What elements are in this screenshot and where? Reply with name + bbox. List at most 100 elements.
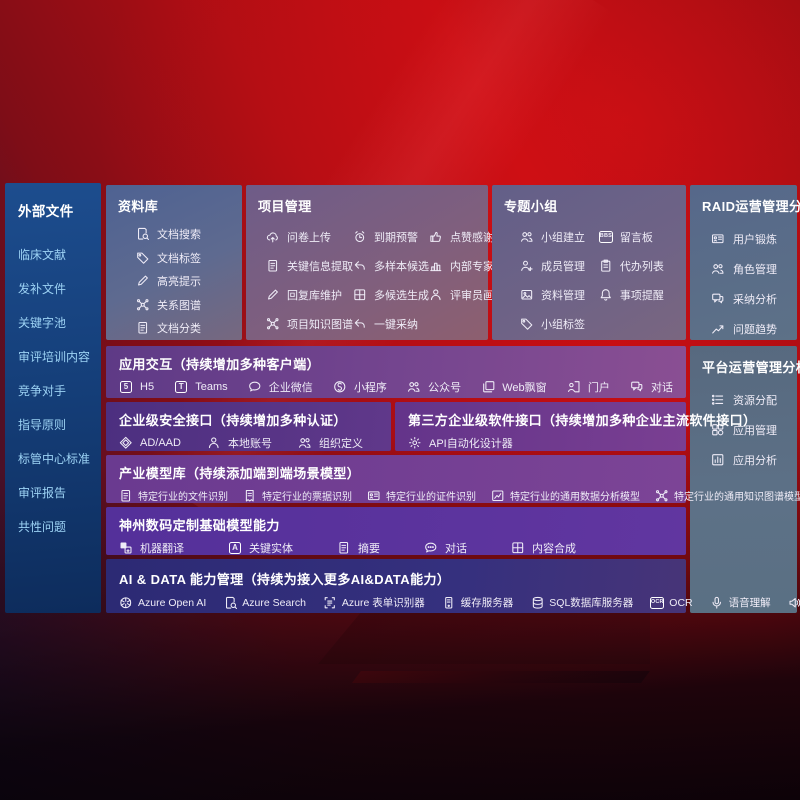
panel-item[interactable]: 关键信息提取 [266, 258, 353, 274]
panel-item[interactable]: 多样本候选 [353, 258, 429, 274]
row-item[interactable]: 公众号 [407, 379, 461, 395]
sql-server-icon [530, 596, 544, 610]
row-item[interactable]: T Teams [174, 380, 228, 394]
row-item[interactable]: 本地账号 [207, 435, 272, 451]
panel-item[interactable]: 多候选生成 [353, 287, 429, 303]
sidebar-item[interactable]: 共性问题 [18, 520, 67, 534]
item-label: Azure Open AI [138, 596, 207, 609]
row-item[interactable]: 对话 [424, 540, 467, 556]
row-item[interactable]: 企业微信 [248, 379, 313, 395]
item-label: 文档搜索 [157, 229, 201, 241]
panel-item[interactable]: 到期预警 [353, 229, 429, 245]
row-item[interactable]: 特定行业的文件识别 [119, 488, 228, 503]
panel-item[interactable]: 角色管理 [711, 261, 785, 277]
project-management-panel: 项目管理 问卷上传 到期预警 点赞感谢 [246, 185, 516, 340]
row-item[interactable]: 特定行业的票据识别 [243, 488, 352, 503]
panel-item[interactable]: 问题趋势 [711, 321, 785, 337]
row-item[interactable]: Azure Search [223, 596, 306, 610]
row-item[interactable]: Azure 表单识别器 [323, 595, 425, 610]
panel-item[interactable]: BBS 留言板 [598, 229, 674, 245]
panel-item[interactable]: 文档标签 [136, 250, 230, 266]
row-item[interactable]: SQL数据库服务器 [530, 595, 633, 610]
item-label: 角色管理 [733, 264, 777, 276]
panel-item[interactable]: 一键采纳 [353, 316, 429, 332]
panel-item[interactable]: 文档分类 [136, 320, 230, 336]
row-item[interactable]: A 关键实体 [228, 540, 293, 556]
row-item[interactable]: 5 H5 [119, 380, 154, 394]
row-item[interactable]: 特定行业的通用知识图谱模型 [655, 488, 800, 503]
row-item[interactable]: Azure Open AI [119, 596, 206, 610]
library-panel: 资料库 文档搜索 文档标签 高亮提示 [106, 185, 242, 340]
external-files-list: 临床文献 发补文件 关键字池 审评培训内容 竞争对手 指导原则 标管中心标准 审… [18, 246, 91, 539]
panel-item[interactable]: 问卷上传 [266, 229, 353, 245]
row-item[interactable]: 机器翻译 [119, 540, 184, 556]
sidebar-item[interactable]: 审评报告 [18, 486, 67, 500]
row-item[interactable]: 门户 [567, 379, 610, 395]
sidebar-item[interactable]: 关键字池 [18, 316, 67, 330]
row-item[interactable]: 摘要 [337, 540, 380, 556]
item-label: 企业微信 [268, 382, 313, 394]
panel-item[interactable]: 小组建立 [520, 229, 599, 245]
panel-item[interactable]: 小组标签 [520, 316, 599, 332]
item-label: 留言板 [619, 232, 653, 244]
row-item[interactable]: 内容合成 [511, 540, 576, 556]
panel-item[interactable]: 采纳分析 [711, 291, 785, 307]
panel-item[interactable]: 资料管理 [520, 287, 599, 303]
panel-item[interactable]: 文档搜索 [136, 226, 230, 242]
row-item[interactable]: 组织定义 [298, 435, 363, 451]
basemodel-list: 机器翻译 A 关键实体 摘要 对话 [119, 540, 673, 556]
item-label: 特定行业的通用数据分析模型 [510, 492, 640, 503]
row-item[interactable]: 语音理解 [710, 595, 771, 610]
tts-icon [788, 596, 800, 610]
sidebar-item[interactable]: 发补文件 [18, 282, 67, 296]
sidebar-item[interactable]: 指导原则 [18, 418, 67, 432]
item-label: 特定行业的票据识别 [262, 492, 352, 503]
panel-item[interactable]: 应用分析 [711, 452, 785, 468]
row-item[interactable]: 特定行业的证件识别 [367, 488, 476, 503]
item-label: 文档标签 [157, 252, 201, 265]
item-label: 问题趋势 [733, 324, 777, 336]
row-item[interactable]: 小程序 [333, 379, 387, 395]
miniprogram-icon [333, 380, 347, 394]
row-item[interactable]: 缓存服务器 [442, 595, 513, 610]
panel-item[interactable]: 资源分配 [711, 392, 785, 408]
row-item[interactable]: 对话 [630, 379, 673, 395]
panel-item[interactable]: 关系图谱 [136, 297, 230, 313]
row-item[interactable]: AD/AAD [119, 436, 181, 450]
panel-item[interactable]: 代办列表 [599, 258, 674, 274]
sidebar-item[interactable]: 竞争对手 [18, 384, 67, 398]
official-account-icon [407, 380, 421, 394]
item-label: 代办列表 [619, 261, 664, 273]
row-item[interactable]: OCR OCR [650, 596, 693, 610]
background-shape [318, 612, 650, 664]
chat-model-icon [424, 541, 438, 555]
panel-item[interactable]: 事项提醒 [599, 287, 674, 303]
row-item[interactable]: Web飘窗 [481, 379, 547, 395]
row-item[interactable]: 特定行业的通用数据分析模型 [491, 488, 640, 503]
item-label: 资料管理 [541, 290, 585, 302]
panel-item[interactable]: 高亮提示 [136, 273, 230, 289]
sidebar-item[interactable]: 审评培训内容 [18, 350, 91, 364]
speech-icon [710, 596, 724, 610]
item-label: 应用分析 [733, 455, 777, 467]
sidebar-item[interactable]: 标管中心标准 [18, 452, 91, 466]
web-popup-icon [481, 380, 495, 394]
panel-item[interactable]: 成员管理 [520, 258, 599, 274]
panel-item[interactable]: 项目知识图谱 [266, 316, 353, 332]
row-item[interactable]: TTS [788, 596, 800, 610]
panel-title: 项目管理 [258, 199, 312, 214]
panel-item[interactable]: 用户锻炼 [711, 231, 785, 247]
row-item[interactable]: API自动化设计器 [408, 435, 513, 451]
sidebar-item[interactable]: 临床文献 [18, 248, 67, 262]
item-label: API自动化设计器 [429, 438, 513, 450]
panel-title: RAID运营管理分析 [702, 199, 800, 214]
praise-thanks-icon [429, 230, 443, 244]
expert-ranking-icon [429, 259, 443, 273]
panel-item[interactable]: 回复库维护 [266, 287, 353, 303]
item-label: 对话 [650, 382, 673, 394]
summary-icon [337, 541, 351, 555]
material-manage-icon [520, 288, 534, 302]
item-label: Azure Search [242, 596, 306, 609]
item-label: 回复库维护 [287, 290, 342, 302]
item-label: 文档分类 [157, 323, 201, 335]
